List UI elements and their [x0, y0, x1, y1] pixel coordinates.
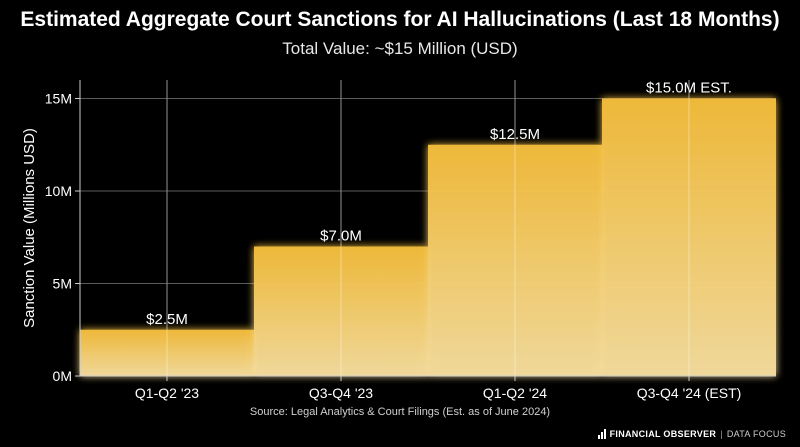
bar — [254, 246, 428, 376]
x-tick-label: Q3-Q4 '24 (EST) — [637, 385, 742, 401]
data-label: $7.0M — [320, 228, 362, 245]
y-tick-label: 15M — [45, 91, 72, 107]
source-note: Source: Legal Analytics & Court Filings … — [249, 406, 551, 418]
y-axis-label: Sanction Value (Millions USD) — [21, 128, 38, 328]
chart-subtitle: Total Value: ~$15 Million (USD) — [282, 39, 518, 58]
data-label: $2.5M — [146, 311, 188, 328]
bar — [602, 98, 776, 376]
bar — [428, 144, 602, 376]
x-tick-label: Q1-Q2 '23 — [135, 385, 199, 401]
data-label: $15.0M EST. — [646, 80, 732, 97]
bar — [80, 329, 254, 376]
x-tick-label: Q1-Q2 '24 — [483, 385, 547, 401]
y-tick-label: 5M — [53, 276, 72, 292]
bar-chart-logo-icon — [597, 429, 606, 439]
data-label: $12.5M — [490, 126, 540, 143]
brand-tag: DATA FOCUS — [726, 429, 786, 439]
chart-title: Estimated Aggregate Court Sanctions for … — [20, 8, 780, 31]
brand-name: FINANCIAL OBSERVER — [609, 429, 717, 439]
brand-separator: | — [720, 429, 723, 439]
y-tick-label: 0M — [53, 368, 72, 384]
x-tick-label: Q3-Q4 '23 — [309, 385, 373, 401]
y-tick-label: 10M — [45, 183, 72, 199]
bars — [80, 80, 776, 376]
labels: 0M 5M 10M 15M Q1-Q2 '23 Q3-Q4 '23 Q1-Q2 '24 Q3-… — [21, 80, 741, 402]
brand-footer: FINANCIAL OBSERVER | DATA FOCUS — [597, 429, 786, 439]
axes — [75, 80, 776, 381]
